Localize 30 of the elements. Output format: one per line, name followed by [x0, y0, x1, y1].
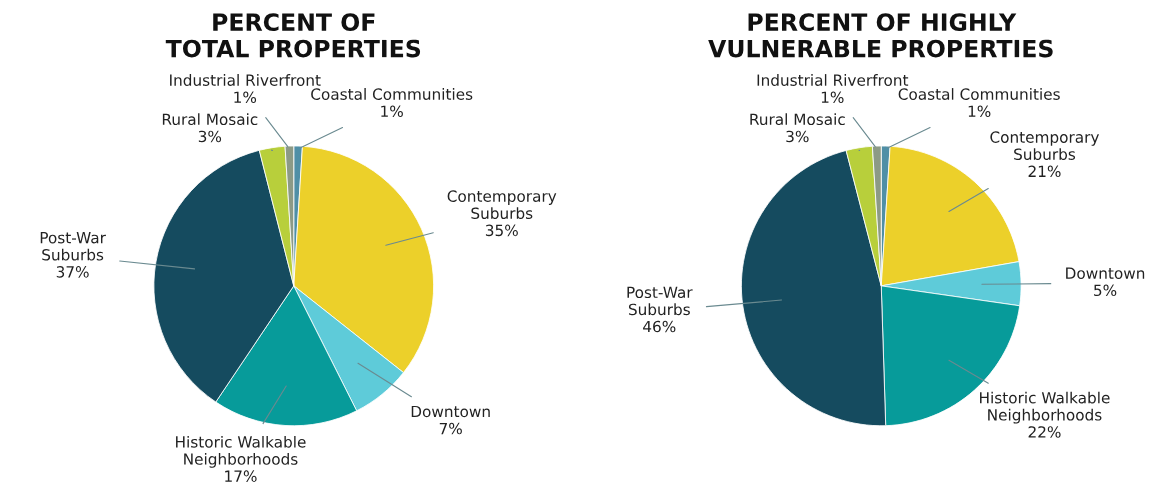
data-label: 46% [643, 320, 676, 333]
data-label: 1% [234, 91, 257, 104]
slice-label: Downtown [1066, 267, 1145, 279]
slice-label: Industrial Riverfront [757, 74, 909, 86]
data-label: 3% [786, 130, 809, 143]
slice-label: Historic Walkable Neighborhoods [176, 435, 306, 468]
slice-label: Downtown [411, 405, 490, 418]
slice-label: Historic Walkable Neighborhoods [980, 391, 1110, 424]
chart-title: PERCENT OF HIGHLY VULNERABLE PROPERTIES [708, 13, 1053, 58]
slice-label: Post-War Suburbs [627, 286, 693, 316]
data-label: 1% [381, 105, 403, 118]
slice-label: Post-War Suburbs [40, 232, 106, 261]
data-label: 37% [56, 266, 89, 278]
data-label: 1% [821, 91, 844, 104]
slice-label: Rural Mosaic [162, 113, 258, 126]
data-label: 35% [485, 224, 518, 237]
slice-label: Contemporary Suburbs [990, 131, 1099, 160]
data-label: 17% [225, 470, 257, 482]
data-label: 7% [439, 422, 462, 435]
slice-label: Industrial Riverfront [170, 74, 321, 86]
data-label: 3% [198, 130, 222, 143]
slice-label: Contemporary Suburbs [447, 190, 557, 220]
chart-title: PERCENT OF TOTAL PROPERTIES [165, 13, 421, 58]
data-label: 1% [968, 105, 991, 118]
data-label: 5% [1094, 284, 1117, 297]
data-label: 21% [1028, 165, 1061, 178]
slice-label: Coastal Communities [311, 88, 473, 100]
slice-label: Coastal Communities [898, 88, 1060, 100]
data-label: 22% [1028, 426, 1061, 438]
slice-label: Rural Mosaic [750, 113, 845, 126]
